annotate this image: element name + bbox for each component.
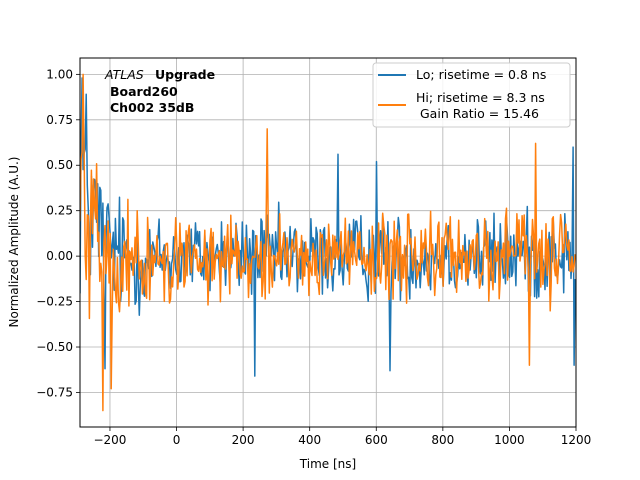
y-tick-label: 0.25 [46,204,73,218]
board-label: Board260 [110,84,178,99]
y-axis-ticks: −0.75 −0.50 −0.25 0.00 0.25 0.50 0.75 1.00 [36,67,80,399]
upgrade-label: Upgrade [155,67,215,82]
plot-frame [79,57,577,428]
x-tick-label: 1200 [561,433,592,447]
x-tick-label: 1000 [494,433,525,447]
legend-gain-ratio: Gain Ratio = 15.46 [420,106,539,121]
y-tick-label: 0.00 [46,249,73,263]
x-tick-label: 200 [232,433,255,447]
y-tick-label: 0.50 [46,158,73,172]
x-tick-label: −200 [93,433,126,447]
y-tick-label: −0.50 [36,340,73,354]
atlas-label: ATLAS [104,67,144,82]
y-tick-label: 1.00 [46,67,73,81]
y-axis-label: Normalized Amplitude (A.U.) [7,157,21,328]
x-tick-label: 800 [431,433,454,447]
x-tick-label: 400 [298,433,321,447]
y-tick-label: −0.75 [36,385,73,399]
x-tick-label: 0 [173,433,181,447]
annotation: ATLAS Upgrade Board260 Ch002 35dB [104,67,215,115]
legend-box [372,62,571,128]
y-tick-label: −0.25 [36,295,73,309]
series-layer [80,73,576,412]
x-axis-label: Time [ns] [299,457,356,471]
legend-label-hi: Hi; risetime = 8.3 ns [416,90,545,105]
x-axis-ticks: −200 0 200 400 600 800 1000 1200 [93,427,591,447]
y-tick-label: 0.75 [46,113,73,127]
series-line-hi [80,73,576,412]
legend-label-lo: Lo; risetime = 0.8 ns [416,67,546,82]
legend: Lo; risetime = 0.8 ns Hi; risetime = 8.3… [372,62,571,128]
x-tick-label: 600 [365,433,388,447]
channel-label: Ch002 35dB [110,100,194,115]
